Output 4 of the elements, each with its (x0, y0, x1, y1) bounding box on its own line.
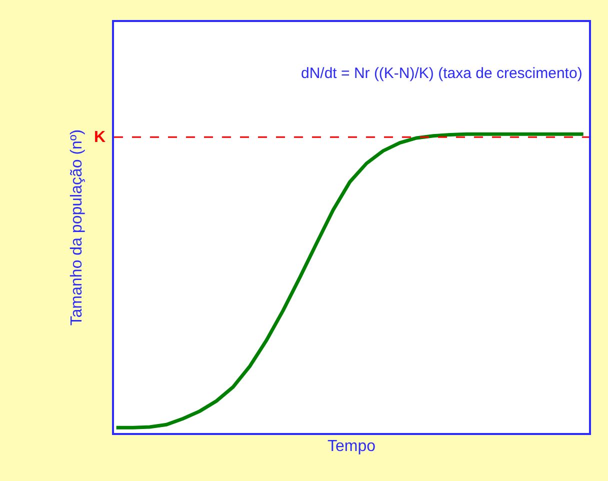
ref-line-label: K (94, 129, 106, 146)
text: dN/dt = Nr ((K-N)/K) (taxa de crescimento) (301, 65, 582, 82)
y-axis-title: Tamanho da população (nº) (68, 129, 86, 326)
x-axis-title: Tempo (327, 438, 376, 456)
